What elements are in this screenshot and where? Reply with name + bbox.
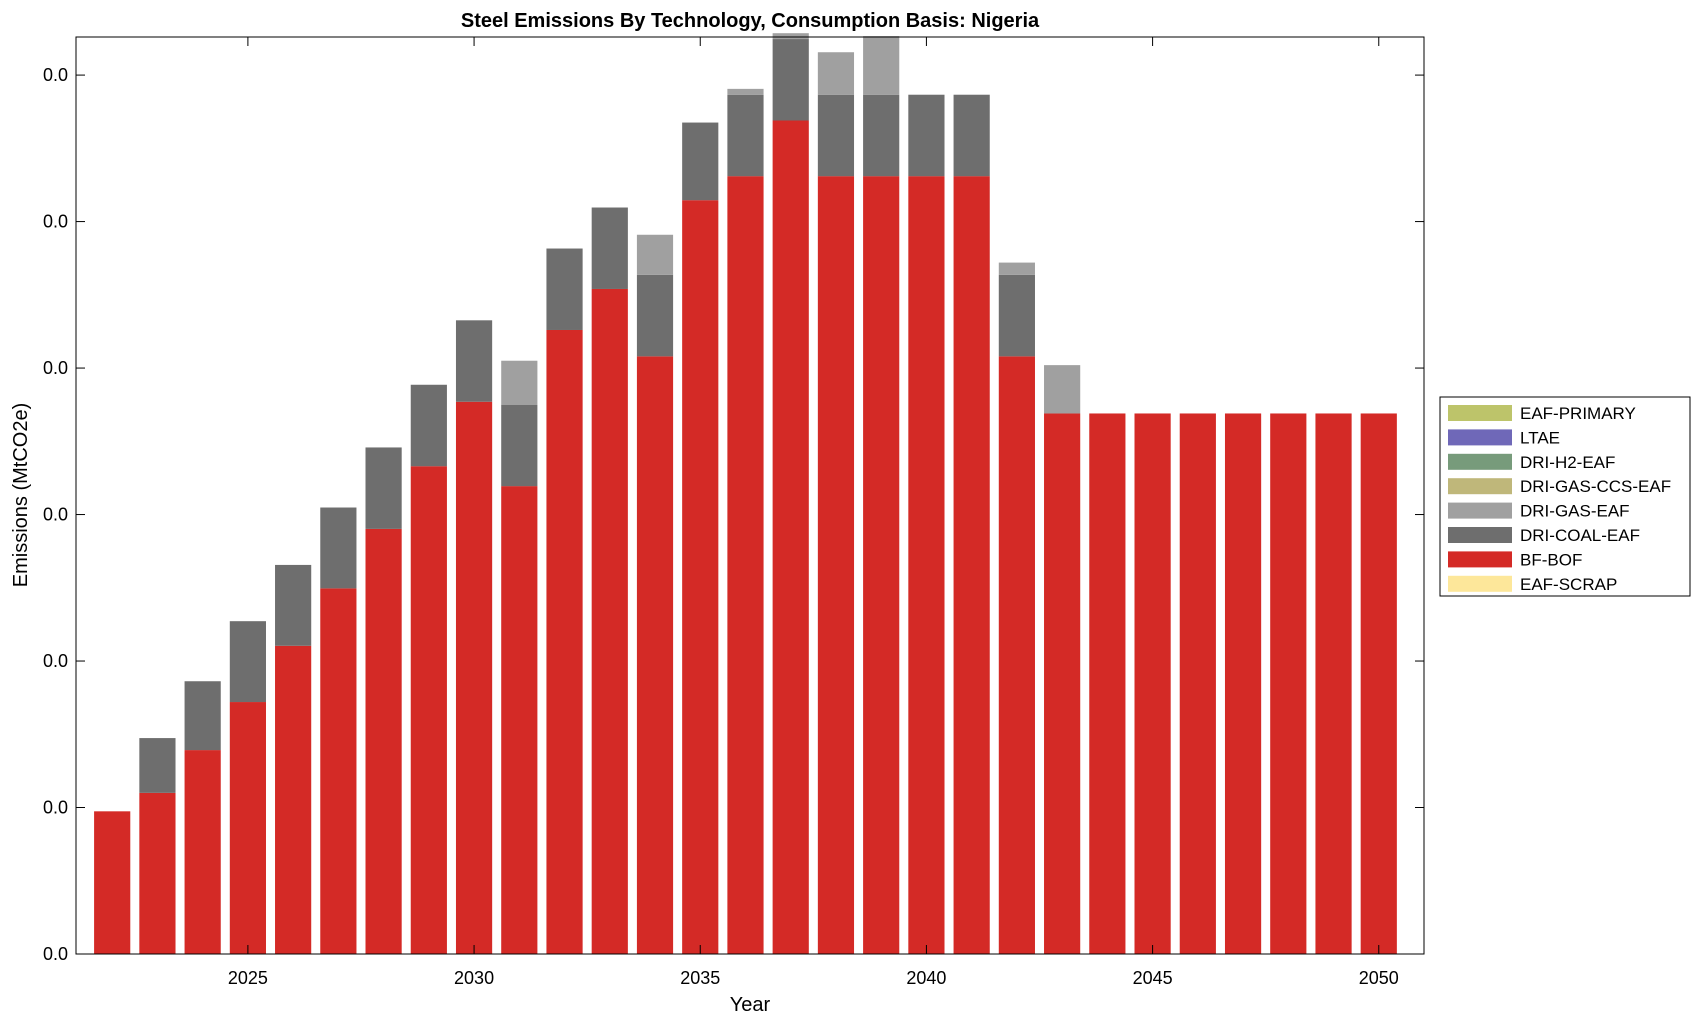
bar-bf-bof-2045	[1134, 413, 1171, 955]
bar-dri-gas-eaf-2034	[636, 234, 674, 275]
bar-dri-coal-eaf-2024	[184, 681, 221, 751]
bar-dri-coal-eaf-2034	[636, 274, 674, 357]
bar-bf-bof-2027	[320, 588, 357, 954]
y-axis: 0.0 0.0 0.0 0.0 0.0 0.0 0.0	[43, 65, 1424, 964]
legend-swatch-eaf-primary	[1448, 405, 1512, 421]
bar-dri-coal-eaf-2026	[275, 564, 312, 646]
bar-bf-bof-2049	[1315, 413, 1352, 955]
legend-label: EAF-PRIMARY	[1520, 404, 1636, 423]
bar-bf-bof-2022	[94, 811, 131, 954]
x-tick-label: 2030	[454, 968, 494, 988]
x-tick-label: 2040	[906, 968, 946, 988]
bar-dri-coal-eaf-2037	[772, 39, 809, 121]
x-axis-label: Year	[730, 994, 771, 1016]
bar-dri-gas-eaf-2039	[863, 36, 900, 95]
bars-group	[94, 33, 1397, 955]
legend: EAF-PRIMARY LTAE DRI-H2-EAF DRI-GAS-CCS-EAF…	[1439, 396, 1691, 597]
y-tick-label: 0.0	[43, 651, 68, 671]
bar-bf-bof-2029	[410, 466, 447, 954]
legend-label: BF-BOF	[1520, 550, 1582, 569]
y-axis-label: Emissions (MtCO2e)	[10, 403, 32, 587]
bar-bf-bof-2023	[139, 792, 176, 954]
bar-bf-bof-2046	[1179, 413, 1216, 955]
legend-label: DRI-GAS-EAF	[1520, 502, 1630, 521]
y-tick-label: 0.0	[43, 944, 68, 964]
legend-label: DRI-GAS-CCS-EAF	[1520, 477, 1671, 496]
legend-swatch-dri-h2-eaf	[1448, 453, 1512, 470]
y-tick-label: 0.0	[43, 212, 68, 232]
bar-dri-coal-eaf-2029	[410, 384, 447, 467]
x-axis: 2025 2030 2035 2040 2045 2050	[228, 37, 1399, 988]
y-tick-label: 0.0	[43, 798, 68, 818]
bar-bf-bof-2025	[229, 702, 266, 954]
bar-bf-bof-2026	[275, 645, 312, 954]
bar-dri-coal-eaf-2036	[727, 94, 764, 177]
chart-title: Steel Emissions By Technology, Consumpti…	[461, 10, 1040, 32]
x-tick-label: 2025	[228, 968, 268, 988]
bar-bf-bof-2040	[908, 176, 945, 954]
x-tick-label: 2035	[680, 968, 720, 988]
legend-label: DRI-COAL-EAF	[1520, 526, 1640, 545]
y-tick-label: 0.0	[43, 505, 68, 525]
legend-label: DRI-H2-EAF	[1520, 453, 1615, 472]
bar-dri-coal-eaf-2039	[863, 94, 900, 177]
x-tick-label: 2045	[1133, 968, 1173, 988]
bar-dri-gas-eaf-2031	[501, 360, 538, 405]
bar-bf-bof-2033	[591, 288, 628, 955]
bar-dri-coal-eaf-2042	[998, 274, 1035, 357]
bar-bf-bof-2039	[863, 176, 900, 954]
bar-dri-coal-eaf-2028	[365, 447, 402, 529]
bar-bf-bof-2034	[636, 356, 674, 955]
bar-dri-coal-eaf-2035	[682, 122, 719, 201]
y-tick-label: 0.0	[43, 358, 68, 378]
bar-bf-bof-2030	[455, 401, 493, 954]
bar-dri-coal-eaf-2041	[953, 94, 990, 177]
bar-dri-coal-eaf-2031	[501, 404, 538, 487]
bar-bf-bof-2024	[184, 750, 221, 954]
bar-bf-bof-2032	[546, 329, 583, 955]
bar-dri-coal-eaf-2023	[139, 738, 176, 793]
legend-label: LTAE	[1520, 428, 1560, 447]
bar-dri-coal-eaf-2038	[817, 94, 855, 177]
bar-bf-bof-2028	[365, 528, 402, 954]
plot-frame	[75, 36, 1425, 955]
legend-swatch-dri-coal-eaf	[1448, 527, 1512, 543]
bar-dri-gas-eaf-2043	[1044, 365, 1081, 414]
bar-bf-bof-2042	[998, 356, 1035, 955]
bar-dri-gas-eaf-2038	[817, 52, 855, 95]
legend-swatch-ltae	[1448, 429, 1512, 446]
bar-bf-bof-2050	[1360, 413, 1397, 955]
bar-dri-gas-eaf-2042	[998, 262, 1035, 275]
bar-bf-bof-2037	[772, 120, 809, 954]
bar-bf-bof-2035	[682, 200, 719, 954]
legend-swatch-eaf-scrap	[1448, 575, 1512, 592]
bar-bf-bof-2047	[1224, 413, 1262, 955]
bar-dri-coal-eaf-2027	[320, 507, 357, 589]
bar-bf-bof-2044	[1089, 413, 1126, 955]
bar-dri-coal-eaf-2030	[455, 320, 493, 402]
x-tick-label: 2050	[1359, 968, 1399, 988]
bar-dri-gas-eaf-2037	[772, 33, 809, 40]
bar-dri-gas-eaf-2036	[727, 88, 764, 95]
bar-dri-coal-eaf-2025	[229, 621, 266, 703]
legend-swatch-bf-bof	[1448, 551, 1512, 568]
legend-swatch-dri-gas-ccs-eaf	[1448, 478, 1512, 495]
y-tick-label: 0.0	[43, 65, 68, 85]
bar-dri-coal-eaf-2040	[908, 94, 945, 177]
bar-bf-bof-2038	[817, 176, 855, 954]
bar-bf-bof-2031	[501, 486, 538, 954]
bar-bf-bof-2043	[1044, 413, 1081, 955]
bar-bf-bof-2041	[953, 176, 990, 954]
legend-label: EAF-SCRAP	[1520, 575, 1617, 594]
legend-swatch-dri-gas-eaf	[1448, 502, 1512, 519]
bar-bf-bof-2048	[1270, 413, 1307, 955]
bar-dri-coal-eaf-2033	[591, 207, 628, 289]
bar-dri-coal-eaf-2032	[546, 248, 583, 330]
bar-bf-bof-2036	[727, 176, 764, 954]
